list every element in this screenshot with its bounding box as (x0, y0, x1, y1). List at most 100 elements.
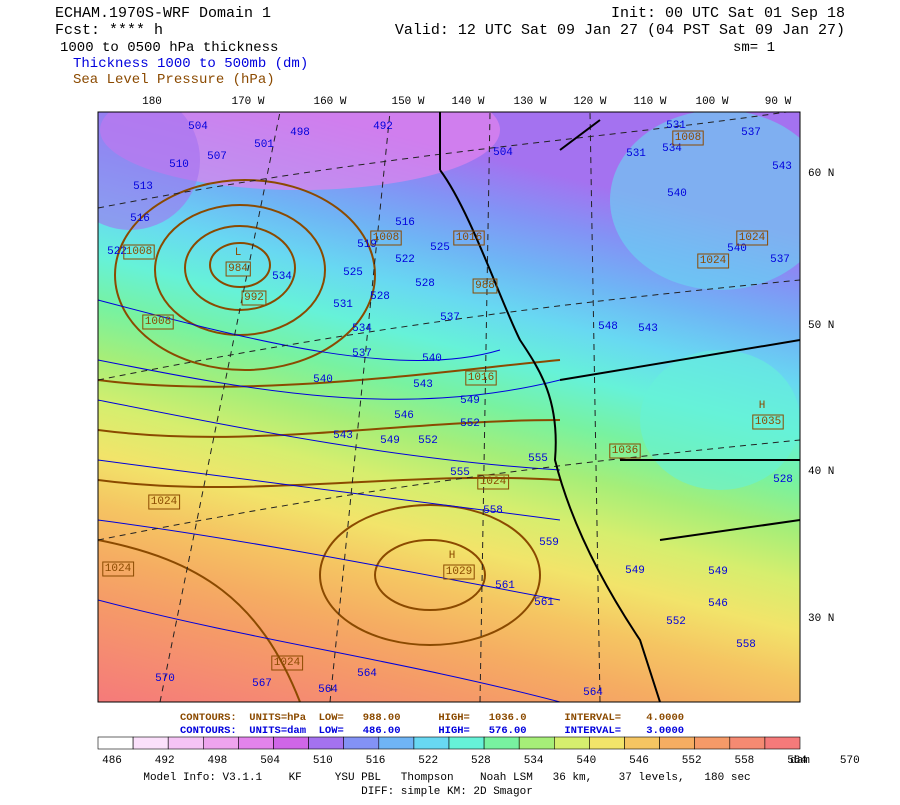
pressure-label: 1016 (456, 232, 482, 244)
thickness-label: 543 (638, 323, 658, 335)
thickness-label: 504 (188, 121, 208, 133)
thickness-label: 559 (539, 537, 559, 549)
pressure-label-box (142, 314, 174, 330)
thickness-label: 507 (207, 151, 227, 163)
thickness-label: 558 (736, 639, 756, 651)
thickness-lines (98, 299, 561, 702)
colorbar-swatch (553, 736, 590, 750)
colorbar-swatch (483, 736, 520, 750)
pressure-label-box (370, 230, 402, 246)
colorbar-swatch (729, 736, 766, 750)
thickness-label: 522 (107, 246, 127, 258)
latitude-label: 30 N (808, 613, 834, 625)
thickness-label: 561 (495, 580, 515, 592)
thickness-label: 534 (352, 323, 372, 335)
thickness-label: 561 (534, 597, 554, 609)
thickness-label: 552 (666, 616, 686, 628)
latitude-label: 40 N (808, 466, 834, 478)
pressure-label: 1035 (755, 416, 781, 428)
longitude-label: 170 W (231, 96, 264, 108)
thickness-label: 537 (352, 348, 372, 360)
thickness-label: 552 (418, 435, 438, 447)
thickness-label: 537 (770, 254, 790, 266)
thickness-label: 543 (413, 379, 433, 391)
longitude-label: 180 (142, 96, 162, 108)
thickness-label: 528 (773, 474, 793, 486)
colorbar-label: 486 (102, 755, 122, 767)
thickness-label: 537 (440, 312, 460, 324)
colorbar-label: 552 (682, 755, 702, 767)
latitude-label: 50 N (808, 320, 834, 332)
thickness-label: 540 (667, 188, 687, 200)
colorbar-label: 510 (313, 755, 333, 767)
thickness-label: 516 (130, 213, 150, 225)
pressure-label-box (148, 494, 181, 510)
colorbar-swatch (624, 736, 660, 750)
colorbar-label: 492 (155, 755, 175, 767)
isobars (98, 179, 561, 702)
thickness-label: 543 (772, 161, 792, 173)
colorbar-swatch (167, 736, 204, 750)
footer-line: DIFF: simple KM: 2D Smagor (361, 786, 533, 798)
footer-line: Model Info: V3.1.1 KF YSU PBL Thompson N… (143, 772, 750, 784)
colorbar-swatch (273, 736, 309, 750)
pressure-center: H (449, 550, 456, 562)
contour-info: CONTOURS: UNITS=dam LOW= 486.00 HIGH= 57… (180, 725, 684, 737)
thickness-label: 558 (483, 505, 503, 517)
header-line: ECHAM.1970S-WRF Domain 1 (55, 5, 271, 22)
thickness-label: 540 (313, 374, 333, 386)
pressure-label: 1024 (700, 255, 727, 267)
pressure-label: 992 (244, 292, 264, 304)
map-frame (97, 111, 801, 703)
map-area (98, 112, 800, 702)
colorbar-swatch (764, 736, 801, 750)
longitude-label: 160 W (313, 96, 346, 108)
pressure-label: 1024 (151, 496, 178, 508)
thickness-label: 519 (357, 239, 377, 251)
colorbar-swatch (694, 736, 731, 750)
colorbar-swatch (343, 736, 380, 750)
pressure-label-box (271, 655, 304, 671)
longitude-label: 100 W (695, 96, 728, 108)
thickness-label: 492 (373, 121, 393, 133)
pressure-label: 1036 (612, 445, 638, 457)
thickness-label: 534 (662, 143, 682, 155)
pressure-label-box (736, 230, 769, 246)
thickness-label: 546 (394, 410, 414, 422)
pressure-label: 1024 (274, 657, 301, 669)
colorbar-swatch (518, 736, 555, 750)
thickness-label: 548 (598, 321, 618, 333)
pressure-label-box (752, 414, 784, 430)
thickness-label: 549 (625, 565, 645, 577)
thickness-label: 546 (708, 598, 728, 610)
thickness-label: 522 (395, 254, 415, 266)
cold-pool (100, 112, 500, 190)
thickness-label: 537 (741, 127, 761, 139)
thickness-label: 534 (272, 271, 292, 283)
pressure-label: 1008 (675, 132, 701, 144)
colorbar-swatch (589, 736, 625, 750)
valid-time: Valid: 12 UTC Sat 09 Jan 27 (04 PST Sat … (395, 22, 845, 39)
longitude-label: 120 W (573, 96, 606, 108)
thickness-label: 549 (460, 395, 480, 407)
header-line: Fcst: **** h (55, 22, 163, 39)
thickness-label: 543 (333, 430, 353, 442)
colorbar-label: 534 (524, 755, 544, 767)
pressure-center: H (759, 400, 766, 412)
thickness-label: 567 (252, 678, 272, 690)
colorbar-label: 540 (576, 755, 596, 767)
colorbar-label: 498 (207, 755, 227, 767)
pressure-label-box (609, 443, 641, 459)
pressure-label-box (672, 130, 704, 146)
pressure-label-box (241, 290, 267, 306)
colorbar-label: 564 (787, 755, 807, 767)
thickness-label: 531 (666, 120, 686, 132)
latitude-label: 60 N (808, 168, 834, 180)
colorbar-label: 516 (366, 755, 386, 767)
pressure-label: 1008 (145, 316, 171, 328)
graticule (98, 112, 800, 702)
colorbar-label: 558 (734, 755, 754, 767)
colorbar-label: 546 (629, 755, 649, 767)
pressure-label: 1024 (739, 232, 766, 244)
colorbar-label: 528 (471, 755, 491, 767)
